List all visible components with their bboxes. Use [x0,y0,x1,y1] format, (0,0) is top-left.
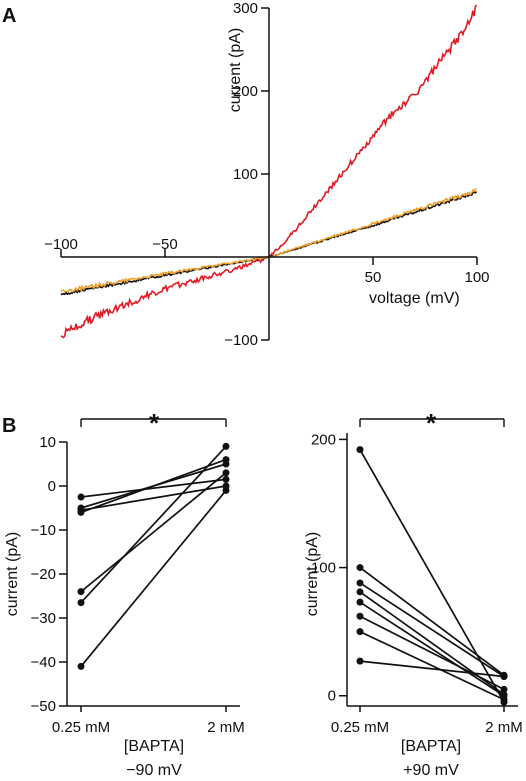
bapta-plus90-point-2mm [500,673,508,681]
bapta-plus90-pair-line [359,566,505,676]
panel-label-b: B [2,415,16,437]
bapta-minus90-y-tick-label: 0 [48,478,56,495]
iv-x-tick-label: −100 [44,236,78,253]
bapta-plus90-point-025mm [356,612,364,620]
bapta-minus90-x-tick-label: 0.25 mM [52,719,110,736]
bapta-minus90-x-axis-title: [BAPTA] [124,738,184,755]
iv-y-tick-label: 100 [233,166,258,183]
bapta-minus90-y-tick-label: −30 [31,610,56,627]
bapta-plus90-pair-line [359,582,505,678]
iv-y-tick-label: 300 [233,0,258,17]
bapta-minus90-x-axis-condition: −90 mV [126,762,182,779]
bapta-plus90-x-axis-title: [BAPTA] [401,738,461,755]
bapta-minus90-y-tick-label: −20 [31,566,56,583]
bapta-minus90-point-2mm [222,456,230,464]
panel-label-a: A [2,5,16,27]
bapta-minus90-pair-line [80,445,227,604]
bapta-plus90-significance: * [426,408,437,438]
bapta-minus90-point-025mm [77,493,85,501]
bapta-minus90-pair-line [80,472,227,593]
bapta-minus90-point-025mm [77,662,85,670]
iv-x-tick-label: −50 [152,236,177,253]
bapta-minus90-point-2mm [222,469,230,477]
bapta-minus90-point-2mm [222,482,230,490]
iv-curve-chart: −100 −50 50 100 −100 100 200 300 voltage (mV) c… [44,0,489,349]
bapta-minus90-point-2mm [222,442,230,450]
bapta-plus90-point-025mm [356,628,364,636]
bapta-minus90-pair-line [80,478,227,498]
bapta-minus90-y-tick-label: −40 [31,654,56,671]
bapta-plus90-pair-line [359,601,505,697]
iv-y-tick-label: 200 [233,83,258,100]
iv-x-tick-label: 100 [464,269,489,286]
bapta-plus90-x-axis-condition: +90 mV [403,762,459,779]
bapta-plus90-y-tick-label: 0 [328,688,336,705]
bapta-plus90-pair-line [359,615,505,691]
bapta-minus90-point-025mm [77,599,85,607]
bapta-plus90-point-025mm [356,446,364,454]
bapta-plus90-point-025mm [356,564,364,572]
bapta-minus90-point-025mm [77,588,85,596]
bapta-minus90-point-2mm [222,475,230,483]
bapta-minus90-y-tick-label: 10 [39,434,56,451]
bapta-minus90-y-tick-label: −10 [31,522,56,539]
bapta-plus90-pair-line [359,660,505,678]
bapta-plus90-point-025mm [356,579,364,587]
bapta-plus90-point-2mm [500,696,508,704]
bapta-plus90-point-025mm [356,598,364,606]
bapta-minus90-y-axis-title: current (pA) [4,532,21,616]
bapta-plus90-point-025mm [356,657,364,665]
bapta-plus90-chart: 200 100 0 0.25 mM 2 mM current (pA) * [BAPTA… [304,408,523,779]
bapta-plus90-y-tick-label: 200 [311,431,336,448]
iv-x-tick-label: 50 [365,269,382,286]
bapta-minus90-pair-line [80,485,227,512]
bapta-minus90-point-025mm [77,506,85,514]
bapta-plus90-pair-line [359,630,505,701]
bapta-minus90-pair-line [80,458,227,514]
bapta-plus90-point-2mm [500,685,508,693]
bapta-plus90-y-axis-title: current (pA) [304,532,321,616]
bapta-minus90-y-tick-label: −50 [31,698,56,715]
bapta-plus90-x-tick-label: 2 mM [485,719,523,736]
iv-y-tick-label: −100 [224,332,258,349]
bapta-minus90-significance: * [149,408,160,438]
bapta-plus90-point-025mm [356,588,364,596]
bapta-minus90-pair-line [80,489,227,667]
bapta-plus90-x-tick-label: 0.25 mM [331,719,389,736]
iv-x-axis-title: voltage (mV) [369,290,460,307]
bapta-minus90-chart: 10 0 −10 −20 −30 −40 −50 0.25 mM 2 mM current (p… [4,408,245,779]
iv-y-axis-title: current (pA) [227,28,244,112]
bapta-plus90-y-tick-label: 100 [311,560,336,577]
bapta-minus90-x-tick-label: 2 mM [207,719,245,736]
